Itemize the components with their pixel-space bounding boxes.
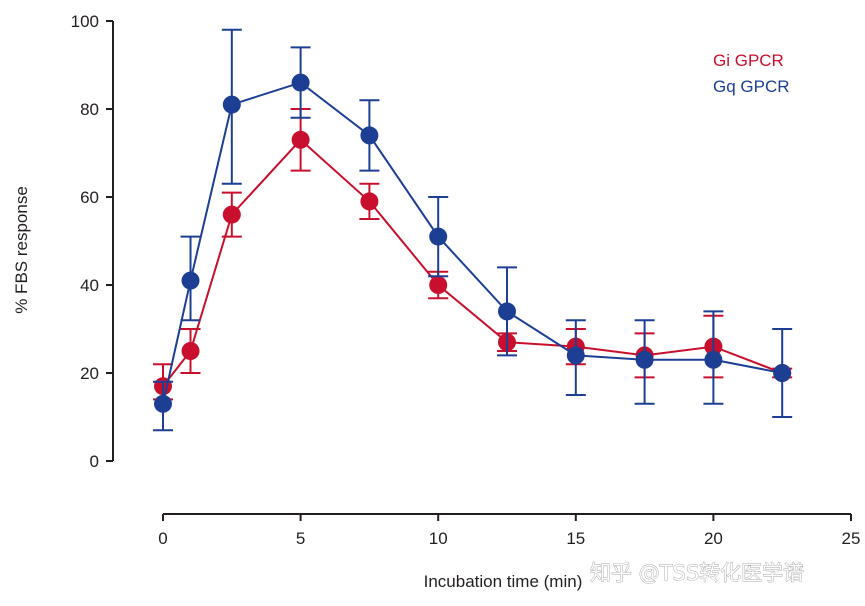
x-axis-title: Incubation time (min) xyxy=(424,572,583,591)
series-line-gq-gpcr xyxy=(162,81,783,405)
data-point-gi-gpcr xyxy=(360,192,379,211)
data-point-gq-gpcr xyxy=(181,271,200,290)
x-tick-label-0: 0 xyxy=(158,529,167,548)
y-tick-label-0: 0 xyxy=(90,452,99,471)
legend-label-gq-gpcr: Gq GPCR xyxy=(713,77,790,96)
data-point-gi-gpcr xyxy=(181,342,200,360)
y-axis-title: % FBS response xyxy=(12,186,31,314)
data-point-gq-gpcr xyxy=(566,346,585,365)
data-point-gq-gpcr xyxy=(154,394,172,413)
series-layer xyxy=(153,28,793,432)
axes: 0 20 40 60 80 100 0 5 10 15 20 25 xyxy=(71,12,861,548)
data-point-gq-gpcr xyxy=(773,364,792,382)
y-tick-label-60: 60 xyxy=(80,188,99,207)
series-gq-gpcr xyxy=(153,28,793,432)
y-tick-label-80: 80 xyxy=(80,100,99,119)
y-tick-label-100: 100 xyxy=(71,12,99,31)
data-point-gi-gpcr xyxy=(222,205,241,224)
data-point-gq-gpcr xyxy=(291,73,310,92)
x-tick-label-15: 15 xyxy=(566,529,585,548)
series-line-gi-gpcr xyxy=(162,138,783,387)
x-tick-label-25: 25 xyxy=(842,529,861,548)
y-tick-label-40: 40 xyxy=(80,276,99,295)
data-point-gq-gpcr xyxy=(429,227,448,246)
data-point-gq-gpcr xyxy=(222,95,241,114)
legend-label-gi-gpcr: Gi GPCR xyxy=(713,51,784,70)
legend: Gi GPCR Gq GPCR xyxy=(713,51,790,96)
x-tick-label-5: 5 xyxy=(296,529,305,548)
data-point-gi-gpcr xyxy=(429,276,448,294)
x-tick-label-10: 10 xyxy=(429,529,448,548)
data-point-gq-gpcr xyxy=(704,350,723,369)
data-point-gi-gpcr xyxy=(291,130,310,149)
series-gi-gpcr xyxy=(153,108,793,401)
watermark-text: 知乎 @TSS转化医学谱 xyxy=(590,561,804,585)
y-tick-label-20: 20 xyxy=(80,364,99,383)
data-point-gq-gpcr xyxy=(360,126,379,145)
data-point-gq-gpcr xyxy=(635,350,654,369)
x-tick-label-20: 20 xyxy=(704,529,723,548)
data-point-gq-gpcr xyxy=(498,302,516,321)
